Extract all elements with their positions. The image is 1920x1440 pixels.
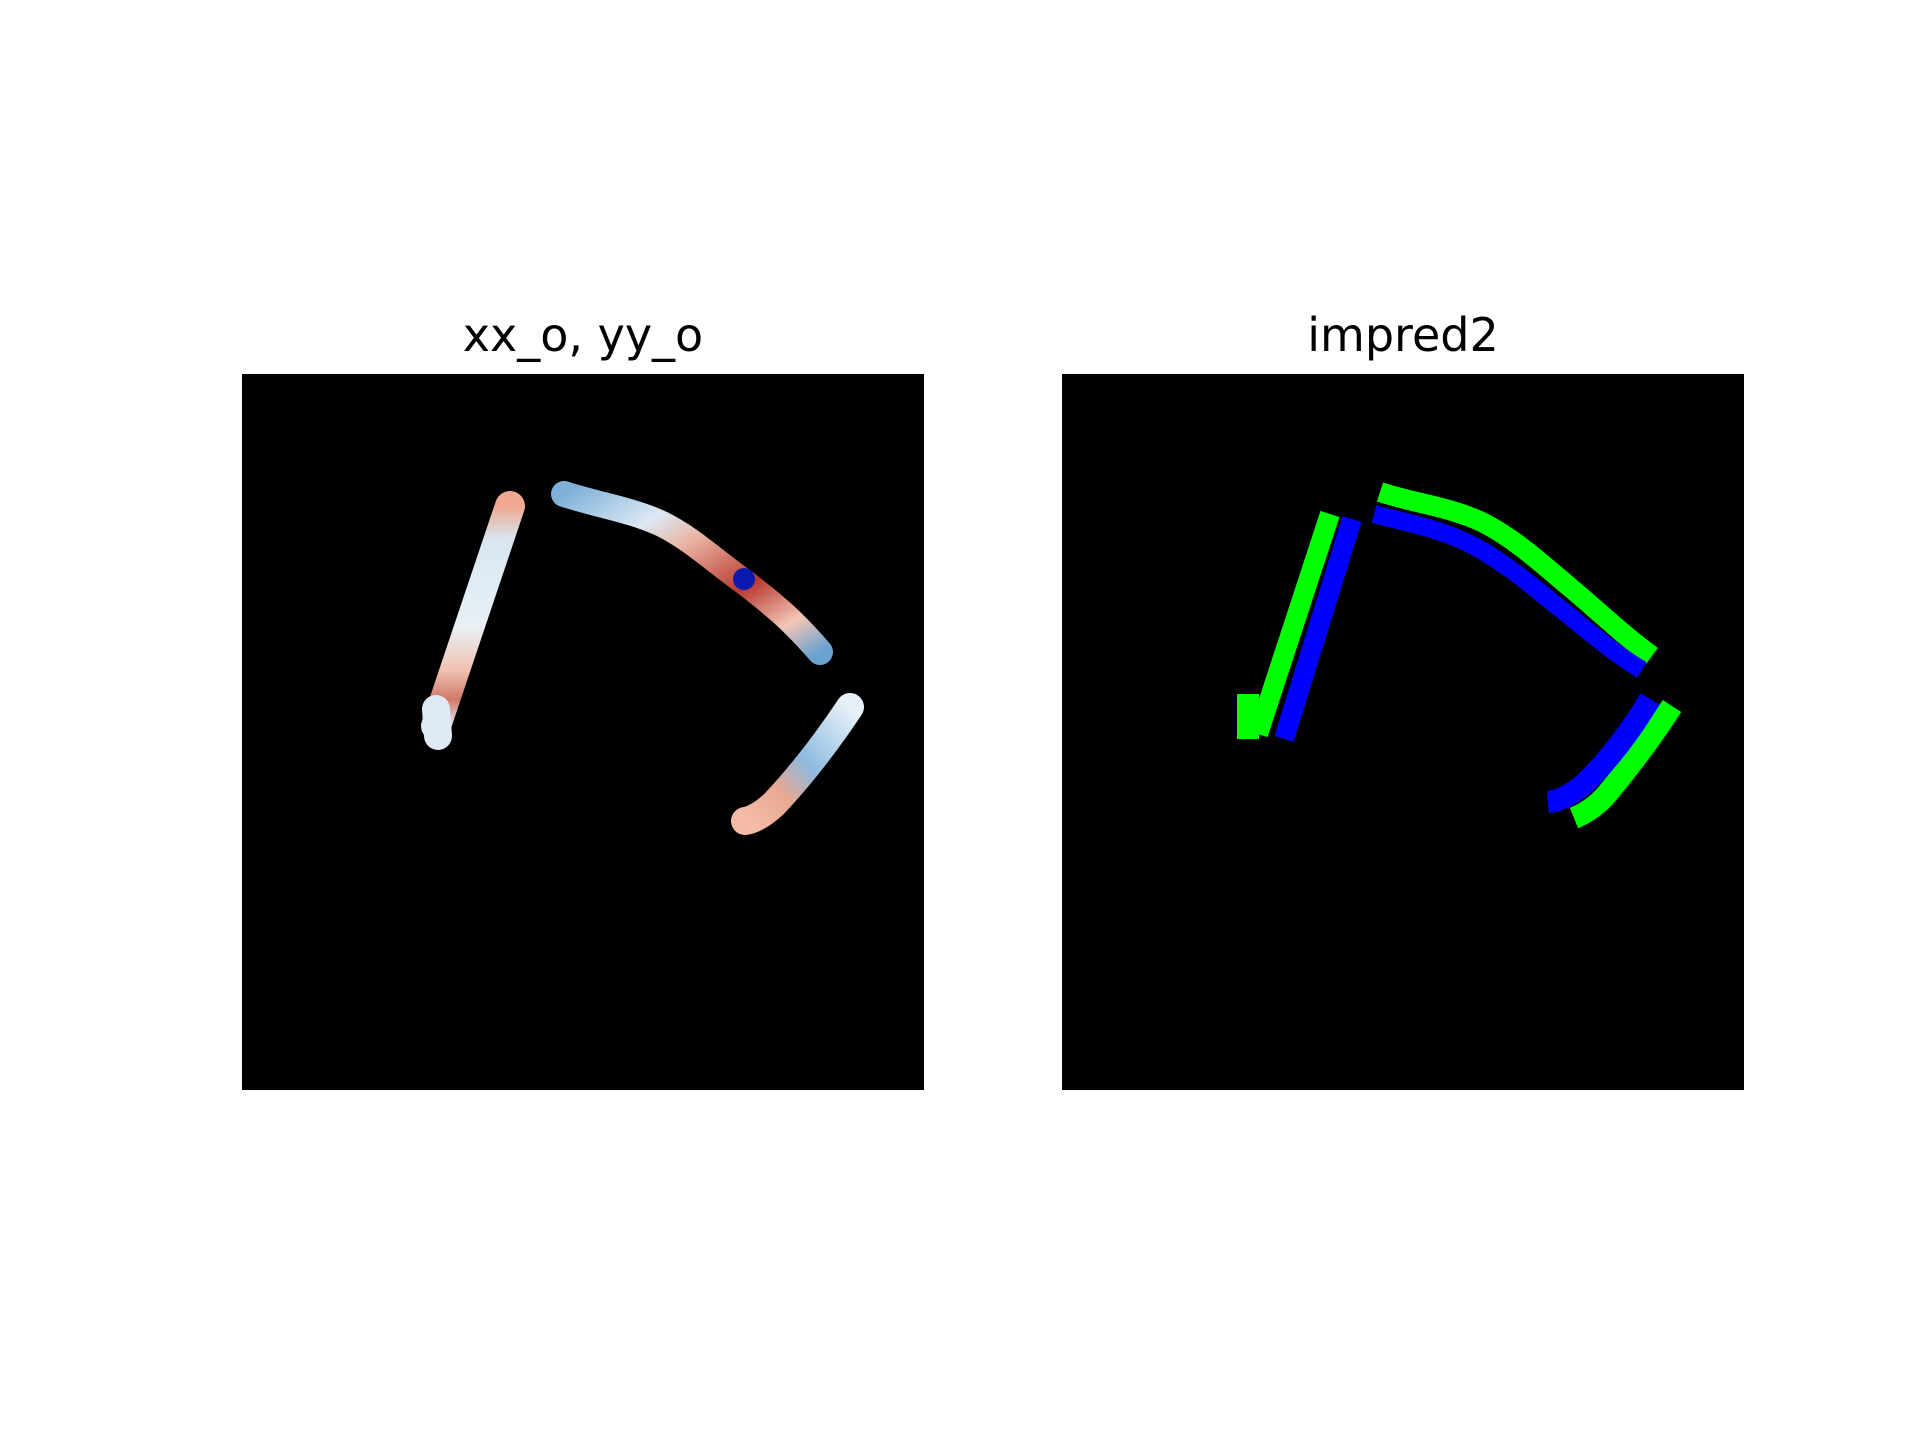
mask-blue-right <box>1546 693 1660 813</box>
mask-blue-top <box>1371 505 1647 678</box>
panel-title-left: xx_o, yy_o <box>462 308 704 362</box>
overlay-stroke-left <box>421 491 525 741</box>
panel-title-right: impred2 <box>1307 308 1499 362</box>
segmentation-mask <box>1237 482 1682 829</box>
overlay-stroke-top <box>551 481 833 665</box>
mask-green-top <box>1376 482 1658 665</box>
mask-green-left <box>1248 510 1340 738</box>
overlay-stroke-right <box>731 693 864 835</box>
mask-blue-left <box>1274 516 1362 742</box>
overlay-image-panel <box>242 374 924 1090</box>
overlay-stroke-left-tail <box>422 695 452 750</box>
segmentation-panel <box>1062 374 1744 1090</box>
overlay-image <box>421 481 864 835</box>
overlay-marker <box>733 568 755 590</box>
mask-green-right <box>1569 700 1682 829</box>
